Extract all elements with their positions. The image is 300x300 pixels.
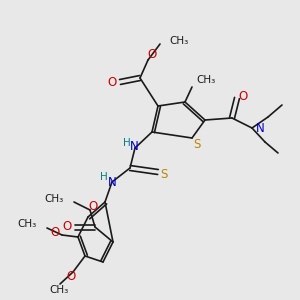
Text: CH₃: CH₃	[18, 219, 37, 229]
Text: CH₃: CH₃	[196, 75, 215, 85]
Text: O: O	[66, 271, 76, 284]
Text: H: H	[123, 138, 131, 148]
Text: CH₃: CH₃	[50, 285, 69, 295]
Text: O: O	[107, 76, 117, 88]
Text: CH₃: CH₃	[45, 194, 64, 204]
Text: H: H	[100, 172, 108, 182]
Text: O: O	[147, 47, 157, 61]
Text: S: S	[193, 137, 201, 151]
Text: N: N	[256, 122, 265, 134]
Text: N: N	[130, 140, 138, 154]
Text: O: O	[62, 220, 72, 233]
Text: O: O	[238, 89, 247, 103]
Text: N: N	[108, 176, 116, 190]
Text: CH₃: CH₃	[169, 36, 188, 46]
Text: S: S	[160, 169, 168, 182]
Text: O: O	[88, 200, 98, 214]
Text: O: O	[50, 226, 60, 239]
